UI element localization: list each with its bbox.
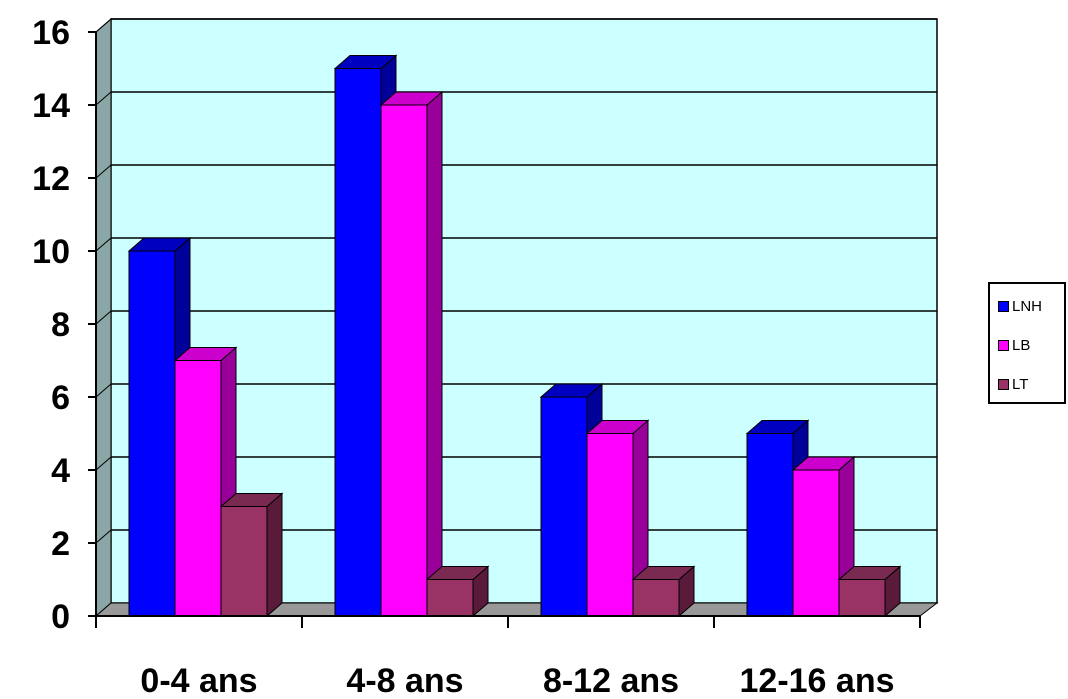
bar-front [174,360,222,617]
bar-front [380,104,428,617]
gridline-side [95,18,112,33]
gridline-side [95,237,112,252]
bar-side [426,90,443,618]
bar-side [266,492,283,618]
bar-front [426,579,474,617]
x-axis-labels: 0-4 ans 4-8 ans 8-12 ans 12-16 ans [95,616,921,699]
bar-front [128,250,176,617]
legend-swatch-lnh [998,300,1009,312]
legend: LNH LB LT [988,282,1066,404]
bar-front [540,396,588,617]
y-tick-label: 10 [32,233,70,271]
y-axis-ticks: 0 2 4 6 8 10 12 14 16 [32,14,96,636]
x-category-label: 8-12 ans [543,662,679,699]
y-tick-label: 12 [32,160,70,198]
bar [631,565,696,618]
bar-front [632,579,680,617]
y-tick-label: 2 [51,525,70,563]
gridline-side [95,310,112,325]
legend-label-lt: LT [1012,375,1029,393]
gridline-side [95,529,112,544]
bar-front [792,469,840,617]
legend-item-lb: LB [998,336,1031,354]
legend-item-lt: LT [998,375,1029,393]
legend-swatch-lb [998,339,1009,351]
bar [585,419,650,618]
gridline-side [95,456,112,471]
bar-front [746,433,794,617]
x-category-label: 0-4 ans [140,662,257,699]
legend-item-lnh: LNH [998,297,1043,315]
bar-front [334,68,382,617]
y-tick-label: 4 [51,452,70,490]
x-category-label: 12-16 ans [740,662,895,699]
x-category-label: 4-8 ans [346,662,463,699]
legend-label-lb: LB [1012,336,1031,354]
legend-label-lnh: LNH [1012,297,1043,315]
y-tick-label: 14 [32,87,70,125]
bar [425,565,490,618]
gridline-side [95,383,112,398]
bar-front [838,579,886,617]
bar-front [220,506,268,617]
gridline-side [95,91,112,106]
y-tick-label: 0 [51,598,70,636]
gridline-side [95,164,112,179]
bars-group [127,54,902,618]
y-tick-label: 16 [32,14,70,52]
legend-swatch-lt [998,378,1009,390]
bar [379,90,444,618]
y-tick-label: 8 [51,306,70,344]
bar [219,492,284,618]
bar [837,565,902,618]
y-tick-label: 6 [51,379,70,417]
bar-front [586,433,634,617]
